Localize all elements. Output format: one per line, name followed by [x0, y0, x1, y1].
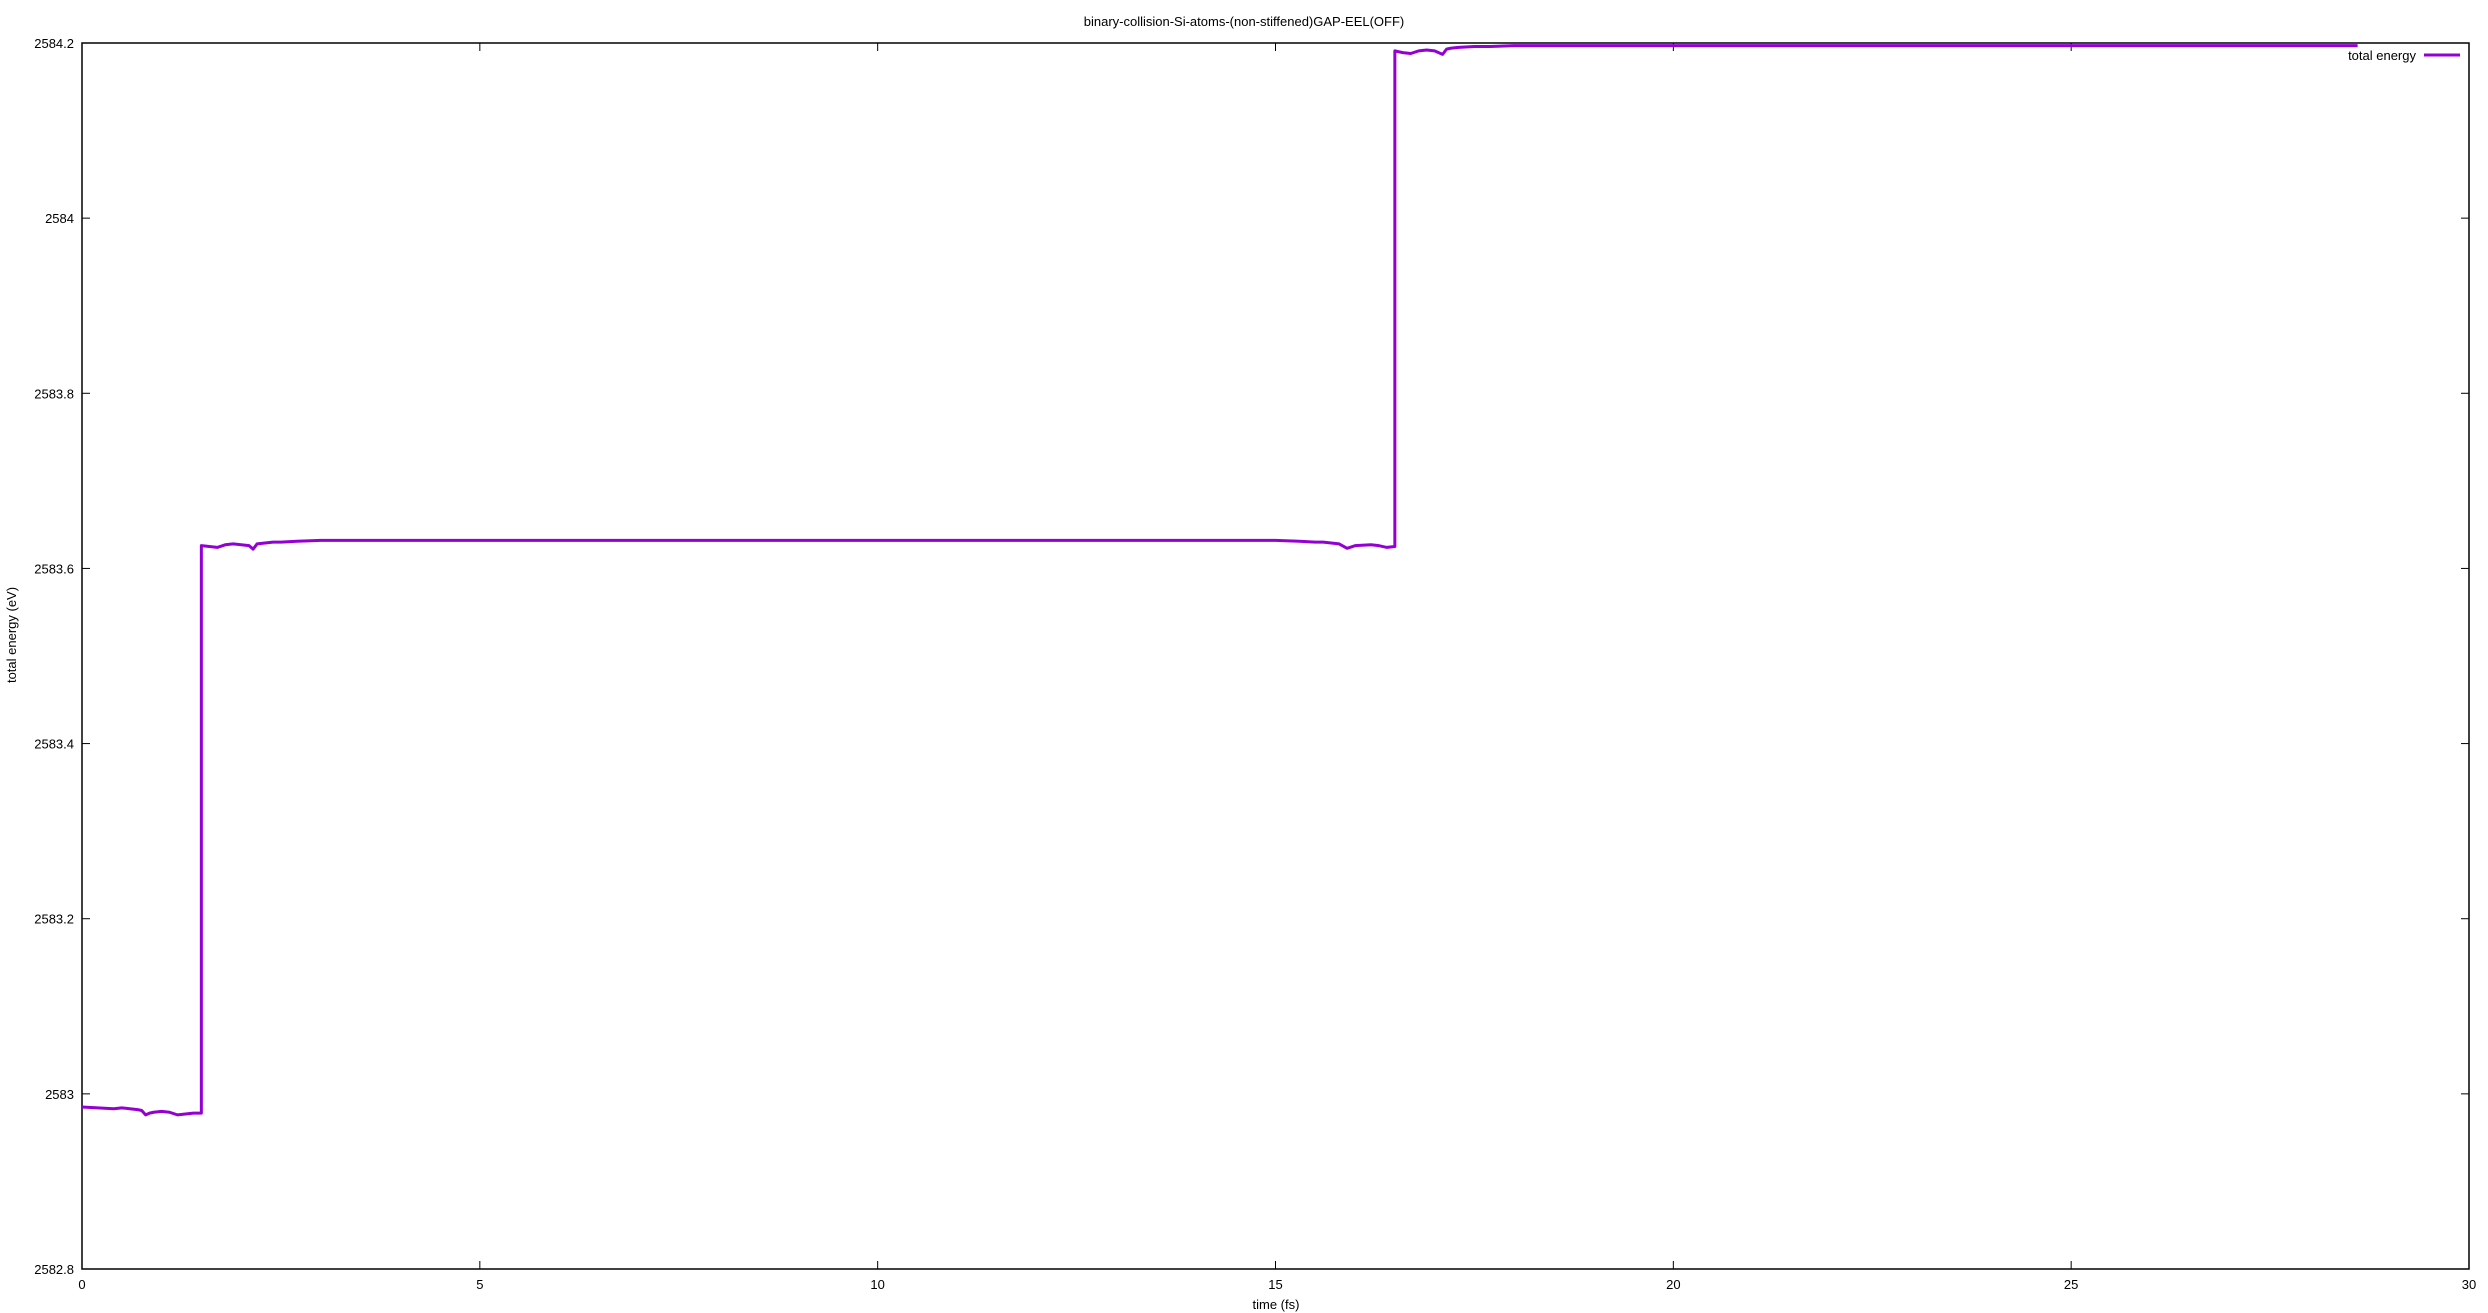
x-tick-label: 30 [2462, 1277, 2476, 1292]
y-tick-label: 2584.2 [34, 36, 74, 51]
chart-title: binary-collision-Si-atoms-(non-stiffened… [1084, 14, 1405, 29]
series-layer [81, 44, 2358, 1117]
y-tick-label: 2583.6 [34, 561, 74, 576]
y-tick-label: 2583.4 [34, 737, 74, 752]
legend: total energy [2348, 48, 2460, 63]
y-axis: 2582.8 2583 2583.2 2583.4 2583.6 2583.8 2584 25… [34, 36, 2469, 1277]
y-tick-label: 2583.8 [34, 386, 74, 401]
series-line-total-energy [81, 44, 2358, 1117]
y-tick-label: 2583 [45, 1087, 74, 1102]
y-axis-label: total energy (eV) [4, 587, 19, 683]
x-tick-label: 15 [1268, 1277, 1282, 1292]
x-tick-label: 25 [2064, 1277, 2078, 1292]
x-tick-label: 0 [78, 1277, 85, 1292]
x-axis-label: time (fs) [1253, 1297, 1300, 1312]
x-tick-label: 5 [476, 1277, 483, 1292]
legend-label-total-energy: total energy [2348, 48, 2416, 63]
y-tick-label: 2584 [45, 211, 74, 226]
x-tick-label: 20 [1666, 1277, 1680, 1292]
y-tick-label: 2583.2 [34, 912, 74, 927]
y-tick-label: 2582.8 [34, 1262, 74, 1277]
x-tick-label: 10 [870, 1277, 884, 1292]
x-axis: 0 5 10 15 20 25 30 [78, 43, 2476, 1292]
